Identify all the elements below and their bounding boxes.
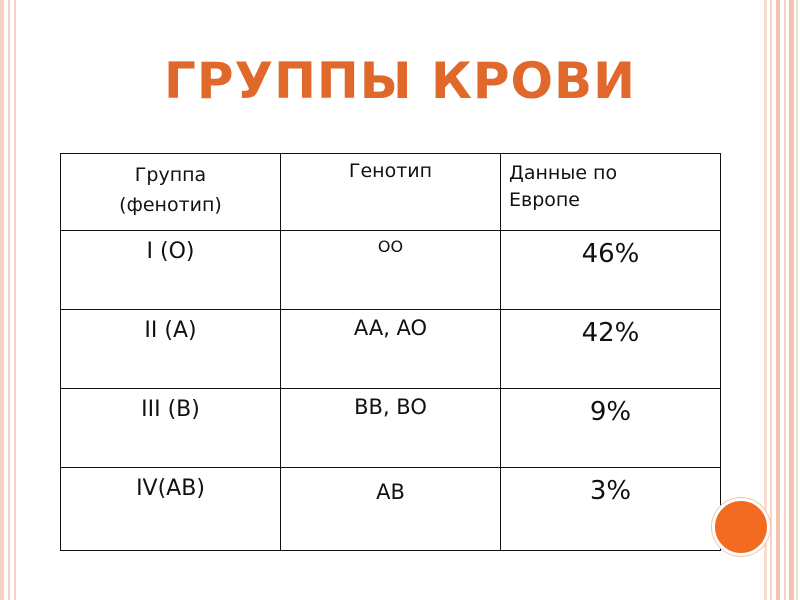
table-header-row: Группа (фенотип) Генотип Данные по Европ… xyxy=(60,153,721,231)
cell-genotype: BB, BO xyxy=(280,388,501,468)
header-genotype: Генотип xyxy=(280,153,501,231)
cell-genotype: AB xyxy=(280,467,501,551)
header-group-line1: Группа xyxy=(134,164,207,186)
header-europe: Данные по Европе xyxy=(500,153,721,231)
cell-europe: 9% xyxy=(500,388,721,468)
header-group-line2: (фенотип) xyxy=(119,194,222,216)
table-row: II (A) AA, AO 42% xyxy=(60,309,721,389)
blood-groups-table: Группа (фенотип) Генотип Данные по Европ… xyxy=(60,153,721,551)
header-europe-line2: Европе xyxy=(509,189,580,211)
cell-genotype: OO xyxy=(280,230,501,310)
cell-group: I (O) xyxy=(60,230,281,310)
cell-group: II (A) xyxy=(60,309,281,389)
cell-europe: 3% xyxy=(500,467,721,551)
table-row: IV(AB) AB 3% xyxy=(60,467,721,551)
decorative-orange-circle xyxy=(712,498,770,556)
right-decorative-stripes xyxy=(764,0,800,600)
table-row: III (B) BB, BO 9% xyxy=(60,388,721,468)
header-group: Группа (фенотип) xyxy=(60,153,281,231)
cell-group: IV(AB) xyxy=(60,467,281,551)
cell-group: III (B) xyxy=(60,388,281,468)
cell-europe: 46% xyxy=(500,230,721,310)
cell-genotype: AA, AO xyxy=(280,309,501,389)
cell-europe: 42% xyxy=(500,309,721,389)
header-europe-line1: Данные по xyxy=(509,162,618,184)
left-frame-border xyxy=(0,0,16,600)
slide-title: ГРУППЫ КРОВИ xyxy=(164,52,636,110)
table-row: I (O) OO 46% xyxy=(60,230,721,310)
